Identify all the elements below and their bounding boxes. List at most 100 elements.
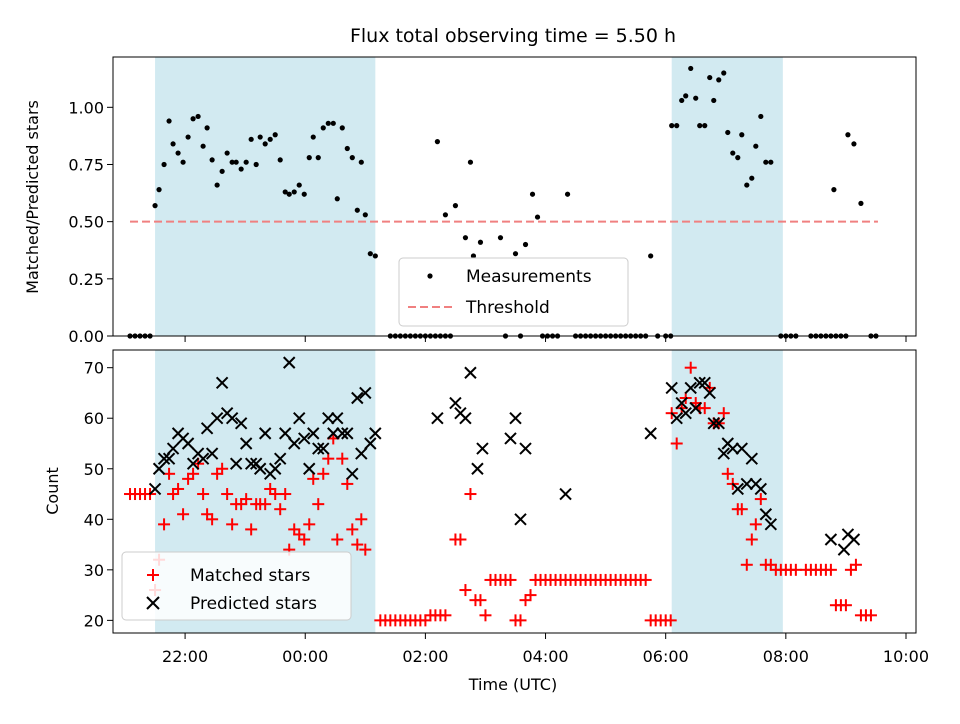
matched-point-38 bbox=[307, 472, 320, 485]
top-y-ticks: 0.00 0.25 0.50 0.75 1.00 bbox=[68, 98, 113, 346]
measurement-point-8 bbox=[166, 118, 172, 124]
predicted-point-58 bbox=[559, 487, 572, 501]
predicted-point-69 bbox=[707, 417, 720, 430]
measurement-point-123 bbox=[763, 159, 769, 165]
measurement-point-9 bbox=[170, 141, 176, 147]
predicted-point-1 bbox=[152, 462, 166, 475]
measurement-point-114 bbox=[721, 70, 727, 76]
predicted-point-14 bbox=[215, 376, 229, 390]
top-panel-frame bbox=[112, 56, 917, 337]
predicted-point-13 bbox=[210, 412, 224, 425]
matched-point-69 bbox=[474, 594, 487, 607]
bottom-panel-frame bbox=[112, 349, 917, 634]
top-legend-box bbox=[398, 257, 629, 327]
predicted-point-82 bbox=[824, 533, 838, 546]
predicted-point-65 bbox=[689, 401, 702, 415]
matched-point-18 bbox=[211, 467, 224, 480]
matched-point-145 bbox=[849, 558, 862, 571]
matched-point-13 bbox=[187, 467, 200, 480]
measurement-point-115 bbox=[725, 129, 731, 136]
matched-point-35 bbox=[293, 528, 306, 541]
x-axis-label: Time (UTC) bbox=[468, 675, 557, 694]
measurement-point-38 bbox=[310, 134, 316, 140]
bottom-x-ticks: 22:00 00:00 02:00 04:00 06:00 08:00 10:00 bbox=[162, 633, 929, 666]
top-y-tick-label-2: 0.50 bbox=[68, 213, 104, 232]
predicted-point-46 bbox=[369, 427, 382, 440]
measurement-point-107 bbox=[688, 65, 694, 72]
matched-point-46 bbox=[346, 523, 359, 536]
matched-point-67 bbox=[464, 488, 477, 501]
matched-point-65 bbox=[454, 533, 467, 546]
matched-point-19 bbox=[216, 462, 229, 475]
top-y-tick-1: 0.25 bbox=[68, 270, 113, 289]
measurement-point-110 bbox=[702, 123, 708, 129]
x-tick-label-1: 00:00 bbox=[282, 647, 328, 666]
matched-point-140 bbox=[824, 563, 837, 576]
predicted-point-33 bbox=[307, 427, 320, 440]
measurement-point-65 bbox=[434, 139, 441, 145]
predicted-point-19 bbox=[239, 437, 253, 450]
predicted-point-16 bbox=[225, 412, 239, 425]
predicted-point-11 bbox=[200, 422, 214, 435]
bottom-x-tick-0: 22:00 bbox=[162, 633, 208, 666]
measurement-point-42 bbox=[330, 120, 336, 126]
predicted-point-28 bbox=[283, 356, 296, 369]
x-tick-label-0: 22:00 bbox=[162, 647, 208, 666]
measurement-point-99 bbox=[648, 253, 654, 259]
measurement-point-11 bbox=[180, 159, 186, 165]
measurement-point-25 bbox=[248, 136, 254, 142]
legend-matched-label: Matched stars bbox=[190, 566, 310, 586]
bottom-y-tick-label-4: 60 bbox=[84, 409, 104, 428]
matched-point-75 bbox=[504, 573, 517, 586]
measurement-point-140 bbox=[858, 200, 864, 206]
matched-point-120 bbox=[721, 467, 734, 480]
predicted-point-61 bbox=[670, 412, 683, 425]
predicted-point-68 bbox=[703, 386, 716, 400]
matched-point-78 bbox=[519, 594, 532, 607]
bottom-y-tick-2: 40 bbox=[84, 510, 113, 529]
measurement-point-36 bbox=[301, 191, 307, 197]
predicted-point-43 bbox=[355, 447, 368, 460]
measurement-point-24 bbox=[243, 159, 249, 165]
predicted-point-67 bbox=[698, 376, 711, 390]
legend-predicted-label: Predicted stars bbox=[190, 594, 317, 614]
predicted-point-38 bbox=[331, 412, 344, 425]
measurement-point-30 bbox=[272, 132, 278, 138]
legend-measurements-marker bbox=[427, 273, 433, 279]
measurement-point-77 bbox=[529, 191, 536, 197]
matched-point-124 bbox=[740, 558, 753, 571]
measurement-point-15 bbox=[200, 143, 206, 149]
matched-point-36 bbox=[298, 533, 311, 546]
matched-point-40 bbox=[317, 467, 330, 480]
matched-point-49 bbox=[359, 543, 372, 556]
top-shaded-spans bbox=[155, 57, 783, 336]
measurement-point-138 bbox=[845, 132, 851, 138]
measurement-point-72 bbox=[497, 235, 504, 241]
matched-point-112 bbox=[684, 361, 697, 374]
bottom-x-tick-5: 08:00 bbox=[763, 633, 809, 666]
predicted-point-36 bbox=[322, 412, 335, 425]
measurement-point-113 bbox=[716, 77, 722, 83]
matched-point-123 bbox=[735, 503, 748, 516]
matched-point-7 bbox=[158, 518, 171, 531]
shaded-span-top-0 bbox=[155, 57, 376, 336]
top-y-tick-4: 1.00 bbox=[68, 98, 113, 117]
predicted-point-80 bbox=[759, 508, 773, 521]
top-panel: 0.00 0.25 0.50 0.75 1.00 Matched/Predicted s… bbox=[23, 56, 917, 346]
matched-point-8 bbox=[163, 467, 176, 480]
matched-star-points bbox=[124, 361, 877, 627]
matched-point-15 bbox=[197, 488, 210, 501]
measurement-point-34 bbox=[291, 189, 297, 195]
predicted-point-42 bbox=[351, 391, 364, 405]
matched-point-39 bbox=[312, 498, 325, 511]
matched-point-20 bbox=[221, 488, 234, 501]
measurement-point-50 bbox=[367, 251, 373, 257]
measurement-point-10 bbox=[175, 150, 181, 156]
predicted-point-51 bbox=[464, 366, 477, 379]
predicted-point-63 bbox=[679, 406, 692, 420]
bottom-x-tick-1: 00:00 bbox=[282, 633, 328, 666]
measurement-point-105 bbox=[679, 97, 685, 104]
predicted-point-53 bbox=[476, 442, 489, 455]
measurement-point-111 bbox=[707, 74, 713, 81]
